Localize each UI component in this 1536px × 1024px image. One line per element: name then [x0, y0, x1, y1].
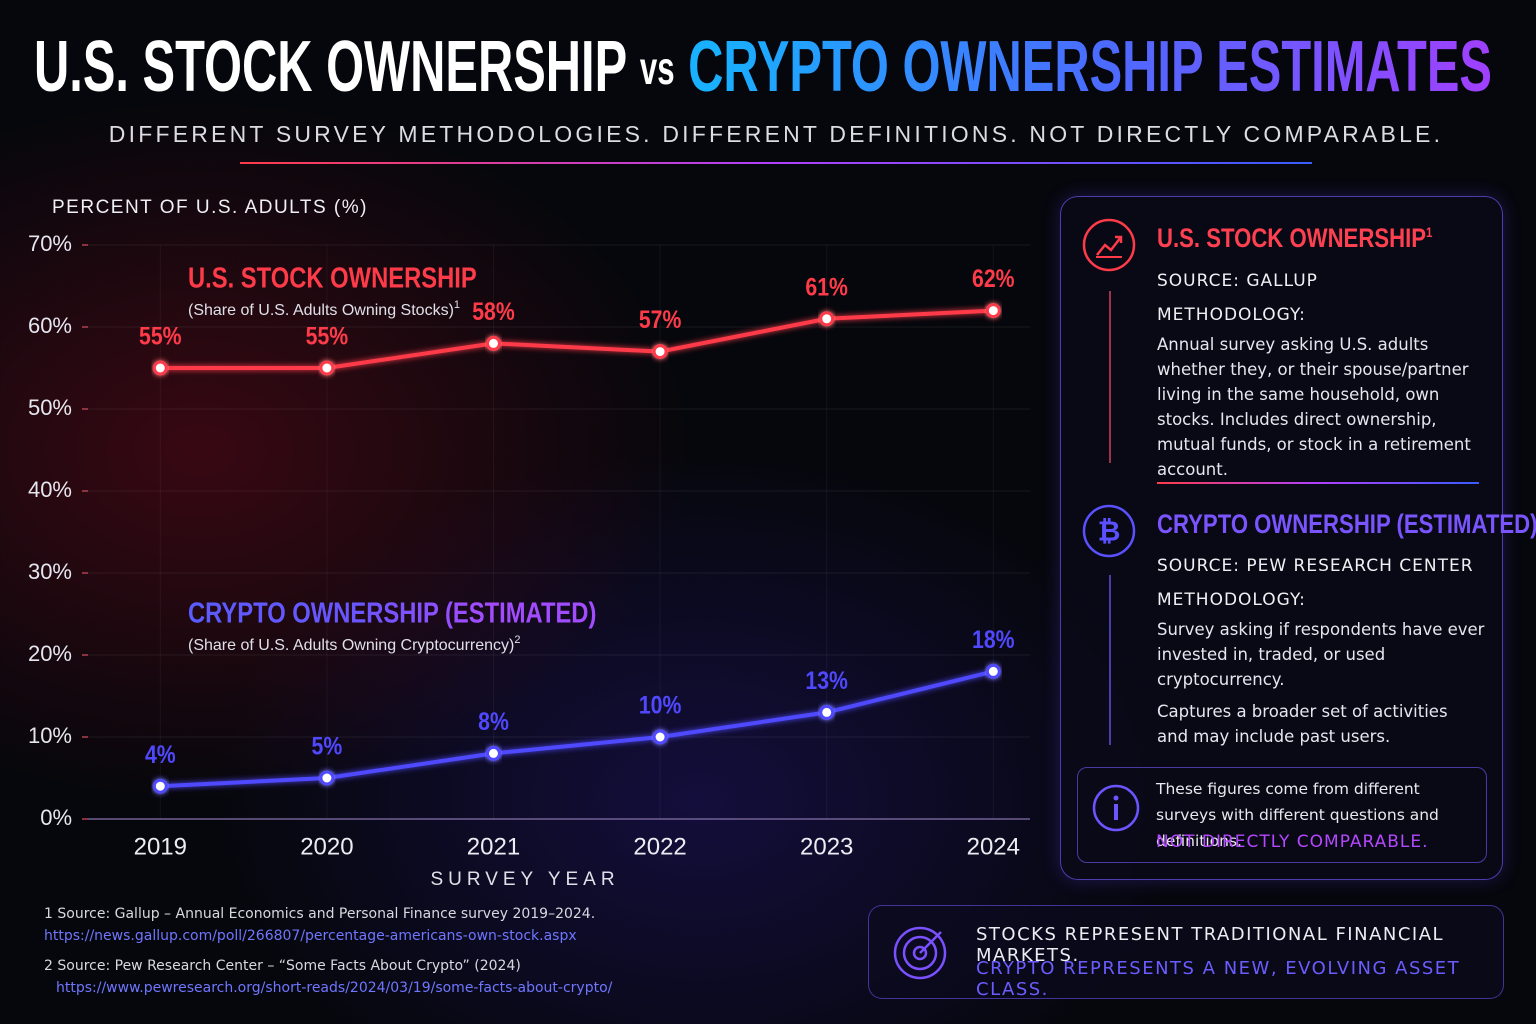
- data-label: 8%: [478, 707, 509, 735]
- legend-note: (Share of U.S. Adults Owning Stocks)1: [188, 299, 460, 319]
- y-tick-label: 30%: [28, 559, 72, 584]
- footnote-ref: 1: [454, 299, 460, 311]
- data-point: [319, 770, 335, 786]
- y-axis-label: PERCENT OF U.S. ADULTS (%): [52, 197, 368, 218]
- footnote-ref: 2: [514, 634, 520, 646]
- footnote-number: 2: [44, 958, 53, 974]
- data-label: 10%: [639, 691, 682, 719]
- footnotes: 1 Source: Gallup – Annual Economics and …: [44, 903, 744, 999]
- callout: STOCKS REPRESENT TRADITIONAL FINANCIAL M…: [868, 905, 1504, 1000]
- data-point: [985, 663, 1001, 679]
- data-label: 55%: [139, 322, 182, 350]
- legend-label: CRYPTO OWNERSHIP (ESTIMATED): [188, 596, 596, 629]
- divider: [1109, 575, 1111, 745]
- data-point: [152, 778, 168, 794]
- y-tick-label: 50%: [28, 395, 72, 420]
- footnote: 2 Source: Pew Research Center – “Some Fa…: [44, 955, 744, 999]
- section-title-text: U.S. STOCK OWNERSHIP: [1157, 223, 1426, 253]
- x-tick-label: 2020: [300, 833, 353, 860]
- methodology-text: Captures a broader set of activities and…: [1157, 702, 1448, 746]
- data-point: [652, 729, 668, 745]
- source: SOURCE: GALLUP: [1157, 271, 1318, 291]
- data-point: [486, 745, 501, 761]
- series-line: [160, 308, 994, 370]
- notice-box: These figures come from different survey…: [1077, 767, 1487, 863]
- y-tick-label: 20%: [28, 641, 72, 666]
- y-tick-label: 10%: [28, 723, 72, 748]
- data-point: [819, 311, 835, 327]
- y-tick-label: 40%: [28, 477, 72, 502]
- legend-note-text: (Share of U.S. Adults Owning Cryptocurre…: [188, 637, 514, 654]
- title-part: vs: [640, 42, 675, 94]
- data-label: 5%: [312, 732, 343, 760]
- data-point: [486, 335, 501, 351]
- notice-text: These figures come from different survey…: [1156, 780, 1439, 850]
- footnote-link[interactable]: https://news.gallup.com/poll/266807/perc…: [44, 928, 577, 944]
- data-label: 13%: [805, 666, 848, 694]
- data-point: [319, 360, 335, 376]
- data-label: 4%: [145, 740, 176, 768]
- y-tick-label: 0%: [40, 805, 72, 830]
- target-icon: [893, 926, 947, 980]
- data-label: 57%: [639, 306, 682, 334]
- data-label: 61%: [805, 273, 848, 301]
- svg-text:₿: ₿: [1098, 515, 1121, 546]
- legend-note-text: (Share of U.S. Adults Owning Stocks): [188, 302, 454, 319]
- legend-note: (Share of U.S. Adults Owning Cryptocurre…: [188, 634, 520, 654]
- subtitle: DIFFERENT SURVEY METHODOLOGIES. DIFFEREN…: [109, 121, 1443, 147]
- x-tick-label: 2019: [134, 833, 187, 860]
- footnote-text: Source: Pew Research Center – “Some Fact…: [57, 958, 521, 974]
- data-point: [152, 360, 168, 376]
- info-icon: [1092, 784, 1140, 832]
- footnote: 1 Source: Gallup – Annual Economics and …: [44, 903, 744, 947]
- callout-line: STOCKS REPRESENT TRADITIONAL FINANCIAL M…: [976, 924, 1445, 966]
- footnote-text: Source: Gallup – Annual Economics and Pe…: [57, 906, 596, 922]
- methodology-text: Annual survey asking U.S. adults whether…: [1157, 335, 1471, 479]
- methodology-text: Survey asking if respondents have ever i…: [1157, 620, 1485, 689]
- footnote-link[interactable]: https://www.pewresearch.org/short-reads/…: [56, 980, 613, 996]
- data-point: [985, 303, 1001, 319]
- plot: 0% 10% 20% 30% 40% 50% 60% 70% 2019 2020 2021 2022 2…: [28, 231, 1030, 860]
- source: SOURCE: PEW RESEARCH CENTER: [1157, 556, 1474, 576]
- notice-emphasis: NOT DIRECTLY COMPARABLE.: [1156, 832, 1429, 852]
- data-label: 55%: [306, 322, 349, 350]
- legend-label: U.S. STOCK OWNERSHIP: [188, 261, 477, 294]
- crypto-icon: ₿: [1082, 504, 1136, 558]
- title-part: U.S. STOCK OWNERSHIP: [34, 27, 626, 107]
- callout-line: CRYPTO REPRESENTS A NEW, EVOLVING ASSET …: [976, 958, 1461, 1000]
- x-tick-label: 2024: [967, 833, 1020, 860]
- data-label: 18%: [972, 625, 1015, 653]
- rule: [240, 162, 1312, 164]
- data-label: 58%: [472, 297, 515, 325]
- x-axis-label: SURVEY YEAR: [430, 869, 619, 890]
- series-line: [160, 669, 994, 789]
- divider: [1109, 291, 1111, 463]
- y-tick-label: 60%: [28, 313, 72, 338]
- footnote-number: 1: [44, 906, 53, 922]
- methodology-label: METHODOLOGY:: [1157, 305, 1306, 325]
- data-label: 62%: [972, 265, 1015, 293]
- x-tick-label: 2022: [633, 833, 686, 860]
- section-title: U.S. STOCK OWNERSHIP1: [1157, 223, 1432, 254]
- x-tick-label: 2023: [800, 833, 853, 860]
- methodology-label: METHODOLOGY:: [1157, 590, 1306, 610]
- footnote-ref: 1: [1425, 224, 1433, 240]
- y-tick-label: 70%: [28, 231, 72, 256]
- data-point: [819, 704, 835, 720]
- data-point: [652, 344, 668, 360]
- stock-icon: [1082, 218, 1136, 272]
- section-title: CRYPTO OWNERSHIP (ESTIMATED)2: [1157, 509, 1536, 540]
- title-part: CRYPTO OWNERSHIP ESTIMATES: [688, 27, 1492, 107]
- section-title-text: CRYPTO OWNERSHIP (ESTIMATED): [1157, 509, 1536, 539]
- divider: [1157, 482, 1479, 484]
- x-tick-label: 2021: [467, 833, 520, 860]
- title: U.S. STOCK OWNERSHIP vs CRYPTO OWNERSHIP…: [34, 27, 1492, 107]
- method-panel: U.S. STOCK OWNERSHIP1 SOURCE: GALLUP MET…: [1060, 196, 1536, 880]
